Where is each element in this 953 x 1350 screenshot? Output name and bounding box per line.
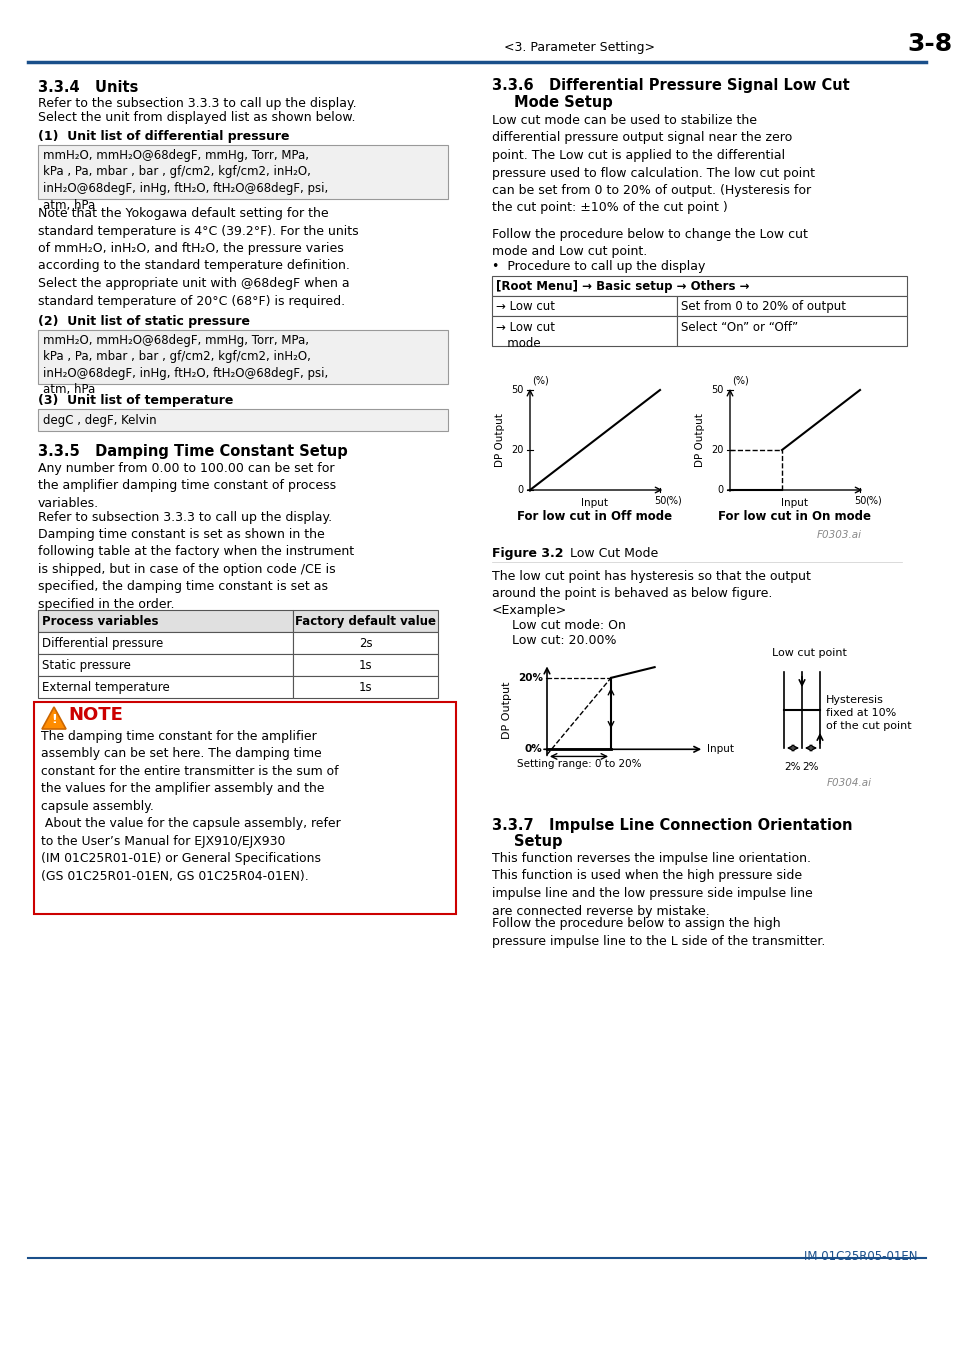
Text: 0: 0 <box>517 485 523 495</box>
Text: (2)  Unit list of static pressure: (2) Unit list of static pressure <box>38 315 250 328</box>
Text: Select the unit from displayed list as shown below.: Select the unit from displayed list as s… <box>38 111 355 124</box>
Bar <box>38 610 293 632</box>
Text: (1)  Unit list of differential pressure: (1) Unit list of differential pressure <box>38 130 289 143</box>
Text: (%): (%) <box>864 495 881 506</box>
Text: !: ! <box>51 714 57 726</box>
Text: 3.3.5   Damping Time Constant Setup: 3.3.5 Damping Time Constant Setup <box>38 444 348 459</box>
Text: DP Output: DP Output <box>495 413 504 467</box>
Text: mmH₂O, mmH₂O@68degF, mmHg, Torr, MPa,
kPa , Pa, mbar , bar , gf/cm2, kgf/cm2, in: mmH₂O, mmH₂O@68degF, mmHg, Torr, MPa, kP… <box>43 148 328 212</box>
Bar <box>38 653 293 676</box>
Text: This function reverses the impulse line orientation.
This function is used when : This function reverses the impulse line … <box>492 852 812 918</box>
Text: 50: 50 <box>710 385 722 396</box>
Text: F0303.ai: F0303.ai <box>816 531 862 540</box>
Text: NOTE: NOTE <box>68 706 123 724</box>
Text: 50: 50 <box>511 385 523 396</box>
Text: degC , degF, Kelvin: degC , degF, Kelvin <box>43 414 156 427</box>
Text: Set from 0 to 20% of output: Set from 0 to 20% of output <box>680 300 845 313</box>
Text: Low cut mode: On: Low cut mode: On <box>512 620 625 632</box>
Text: <Example>: <Example> <box>492 603 567 617</box>
Bar <box>293 632 437 653</box>
Text: (%): (%) <box>731 377 748 386</box>
Bar <box>34 702 456 914</box>
Text: For low cut in On mode: For low cut in On mode <box>718 510 871 522</box>
Text: The damping time constant for the amplifier
assembly can be set here. The dampin: The damping time constant for the amplif… <box>41 730 340 883</box>
Text: 1s: 1s <box>358 680 372 694</box>
Bar <box>38 632 293 653</box>
Text: 20%: 20% <box>517 672 542 683</box>
Text: DP Output: DP Output <box>501 682 512 738</box>
Text: DP Output: DP Output <box>695 413 704 467</box>
Text: F0304.ai: F0304.ai <box>826 778 871 788</box>
Text: Mode Setup: Mode Setup <box>514 95 612 109</box>
Text: Low cut point: Low cut point <box>771 648 846 657</box>
Text: Setup: Setup <box>514 834 562 849</box>
Text: Differential pressure: Differential pressure <box>42 637 163 649</box>
Bar <box>492 316 677 346</box>
Text: Process variables: Process variables <box>42 616 158 628</box>
Text: Low cut mode can be used to stabilize the
differential pressure output signal ne: Low cut mode can be used to stabilize th… <box>492 113 814 215</box>
Text: (%): (%) <box>664 495 681 506</box>
Text: → Low cut: → Low cut <box>496 300 555 313</box>
Text: Follow the procedure below to assign the high
pressure impulse line to the L sid: Follow the procedure below to assign the… <box>492 917 824 948</box>
Text: (3)  Unit list of temperature: (3) Unit list of temperature <box>38 394 233 406</box>
Bar <box>38 409 448 431</box>
Text: 3-8: 3-8 <box>906 32 951 55</box>
Bar <box>38 329 448 383</box>
Text: 20: 20 <box>710 446 722 455</box>
Text: Any number from 0.00 to 100.00 can be set for
the amplifier damping time constan: Any number from 0.00 to 100.00 can be se… <box>38 462 335 510</box>
Text: For low cut in Off mode: For low cut in Off mode <box>517 510 672 522</box>
Text: External temperature: External temperature <box>42 680 170 694</box>
Text: <3. Parameter Setting>: <3. Parameter Setting> <box>504 40 655 54</box>
Text: Note that the Yokogawa default setting for the
standard temperature is 4°C (39.2: Note that the Yokogawa default setting f… <box>38 207 358 308</box>
Bar <box>492 275 906 296</box>
Text: Follow the procedure below to change the Low cut
mode and Low cut point.: Follow the procedure below to change the… <box>492 228 807 258</box>
Bar <box>293 676 437 698</box>
Text: 0%: 0% <box>524 744 542 755</box>
Text: Select “On” or “Off”: Select “On” or “Off” <box>680 321 798 335</box>
Text: IM 01C25R05-01EN: IM 01C25R05-01EN <box>803 1250 917 1264</box>
Polygon shape <box>42 707 66 729</box>
Text: Factory default value: Factory default value <box>294 616 436 628</box>
Text: [Root Menu] → Basic setup → Others →: [Root Menu] → Basic setup → Others → <box>496 279 749 293</box>
Text: Figure 3.2: Figure 3.2 <box>492 547 563 560</box>
Bar <box>293 610 437 632</box>
Text: Input: Input <box>706 744 733 755</box>
Text: Static pressure: Static pressure <box>42 659 131 672</box>
Text: 50: 50 <box>653 495 665 506</box>
Text: 50: 50 <box>853 495 865 506</box>
Text: Damping time constant is set as shown in the
following table at the factory when: Damping time constant is set as shown in… <box>38 528 354 612</box>
Text: 2%: 2% <box>784 761 801 772</box>
Text: 20: 20 <box>511 446 523 455</box>
Text: Refer to subsection 3.3.3 to call up the display.: Refer to subsection 3.3.3 to call up the… <box>38 512 332 524</box>
Text: Low cut: 20.00%: Low cut: 20.00% <box>512 634 616 647</box>
Text: mmH₂O, mmH₂O@68degF, mmHg, Torr, MPa,
kPa , Pa, mbar , bar , gf/cm2, kgf/cm2, in: mmH₂O, mmH₂O@68degF, mmHg, Torr, MPa, kP… <box>43 333 328 397</box>
Bar <box>293 653 437 676</box>
Text: 1s: 1s <box>358 659 372 672</box>
Text: 2s: 2s <box>358 637 372 649</box>
Text: Refer to the subsection 3.3.3 to call up the display.: Refer to the subsection 3.3.3 to call up… <box>38 97 356 109</box>
Text: Low Cut Mode: Low Cut Mode <box>569 547 658 560</box>
Text: 2%: 2% <box>801 761 819 772</box>
Text: Hysteresis
fixed at 10%
of the cut point: Hysteresis fixed at 10% of the cut point <box>825 695 911 732</box>
Text: 3.3.7   Impulse Line Connection Orientation: 3.3.7 Impulse Line Connection Orientatio… <box>492 818 852 833</box>
Text: (%): (%) <box>532 377 548 386</box>
Bar <box>677 316 906 346</box>
Text: → Low cut
   mode: → Low cut mode <box>496 321 555 350</box>
Text: 0: 0 <box>717 485 722 495</box>
Text: Input: Input <box>781 498 807 508</box>
Bar <box>492 296 677 316</box>
Bar <box>677 296 906 316</box>
Bar <box>38 676 293 698</box>
Text: •  Procedure to call up the display: • Procedure to call up the display <box>492 261 704 273</box>
Text: Input: Input <box>581 498 608 508</box>
Text: 3.3.4   Units: 3.3.4 Units <box>38 80 138 94</box>
Text: Setting range: 0 to 20%: Setting range: 0 to 20% <box>517 759 640 769</box>
Text: The low cut point has hysteresis so that the output
around the point is behaved : The low cut point has hysteresis so that… <box>492 570 810 601</box>
Text: 3.3.6   Differential Pressure Signal Low Cut: 3.3.6 Differential Pressure Signal Low C… <box>492 78 849 93</box>
Bar <box>38 144 448 198</box>
